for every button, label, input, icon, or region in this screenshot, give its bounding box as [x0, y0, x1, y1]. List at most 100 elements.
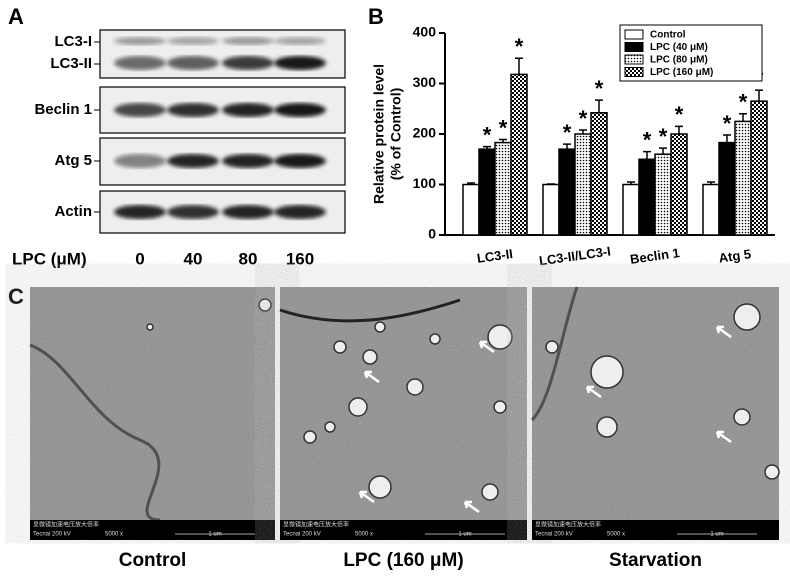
y-axis-label: Relative protein level — [371, 64, 387, 204]
legend-swatch — [624, 42, 644, 52]
bar — [462, 183, 480, 236]
bar — [654, 153, 672, 236]
micrographs: 显微镜加速电压放大倍率 Tecnai 200 kV 5000 x 1 um Contro… — [29, 286, 780, 571]
bar — [510, 73, 528, 236]
band — [167, 37, 219, 45]
error-bar — [483, 145, 491, 150]
y-tick-label: 100 — [413, 175, 437, 191]
band — [274, 205, 326, 219]
significance-marker: * — [499, 115, 508, 140]
band — [222, 37, 274, 45]
vesicle — [733, 408, 751, 426]
significance-marker: * — [675, 102, 684, 127]
bar — [670, 133, 688, 236]
y-tick-label: 0 — [428, 226, 436, 242]
bar — [590, 112, 608, 236]
significance-marker: * — [515, 34, 524, 59]
dose-label: 160 — [286, 249, 314, 268]
band — [222, 56, 274, 70]
significance-marker: * — [483, 122, 492, 147]
band-label: LC3-II — [50, 55, 92, 72]
error-bar — [643, 150, 651, 160]
bar — [542, 183, 560, 236]
info-strip — [532, 520, 779, 540]
x-tick-label: LC3-II/LC3-I — [538, 243, 612, 268]
band — [114, 56, 166, 70]
legend-label: LPC (160 μM) — [650, 67, 713, 78]
error-bar — [659, 147, 667, 155]
band — [167, 205, 219, 219]
vesicle — [146, 323, 154, 331]
legend-swatch — [624, 54, 644, 65]
band — [114, 205, 166, 219]
nucleus-edge — [530, 286, 579, 422]
dose-label: 80 — [239, 249, 258, 268]
bar-chart: 0 100 200 300 400 Relative protein level (% of… — [371, 24, 775, 268]
info-instrument: Tecnai 200 kV — [535, 532, 573, 538]
bar — [574, 133, 592, 236]
band — [222, 154, 274, 168]
y-tick-label: 300 — [413, 74, 437, 90]
band — [167, 154, 219, 168]
band — [222, 205, 274, 219]
vesicle — [368, 475, 392, 499]
bar — [702, 183, 720, 236]
vesicle — [362, 349, 378, 365]
legend-swatch — [624, 29, 644, 40]
vesicle — [303, 430, 317, 444]
vesicle — [258, 298, 272, 312]
arrow — [585, 385, 602, 399]
info-magnification: 5000 x — [355, 532, 373, 538]
significance-marker: * — [659, 124, 668, 149]
vesicle — [733, 303, 761, 331]
significance-marker: * — [723, 111, 732, 136]
error-bar — [675, 125, 683, 134]
info-magnification: 5000 x — [105, 532, 123, 538]
significance-marker: * — [739, 90, 748, 115]
western-blot: LC3-I LC3-II Beclin 1 Atg 5 Actin LPC (μM) 0 40… — [12, 29, 346, 268]
x-tick-label: Atg 5 — [718, 246, 752, 265]
band — [167, 56, 219, 70]
scale-label: 1 um — [208, 532, 221, 538]
bar — [638, 158, 656, 236]
x-tick-label: Beclin 1 — [629, 245, 680, 267]
micrograph-texture — [30, 287, 275, 520]
error-bar — [515, 57, 523, 75]
error-bar — [723, 134, 731, 143]
info-magnification: 5000 x — [607, 532, 625, 538]
error-bar — [547, 183, 555, 185]
error-bar — [563, 143, 571, 150]
info-strip — [30, 520, 275, 540]
vesicle — [324, 421, 336, 433]
band — [114, 37, 166, 45]
arrow — [478, 340, 495, 354]
vesicle — [481, 483, 499, 501]
info-header: 显微镜加速电压放大倍率 — [33, 521, 99, 529]
band — [274, 56, 326, 70]
info-header: 显微镜加速电压放大倍率 — [535, 521, 601, 529]
legend-label: LPC (80 μM) — [650, 55, 708, 66]
band — [114, 154, 166, 168]
panel-label: C — [8, 284, 24, 309]
legend-label: Control — [650, 30, 686, 41]
membrane — [279, 298, 461, 323]
arrow — [463, 500, 480, 514]
error-bar — [467, 182, 475, 185]
error-bar — [627, 181, 635, 185]
significance-marker: * — [595, 76, 604, 101]
x-tick-label: LC3-II — [476, 246, 514, 266]
arrow — [358, 490, 375, 504]
micrograph-texture — [280, 287, 527, 520]
vesicle — [487, 324, 513, 350]
arrow — [363, 370, 380, 384]
bar — [750, 100, 768, 236]
vesicle — [545, 340, 559, 354]
band — [274, 103, 326, 117]
panel-label: B — [368, 4, 384, 29]
band — [274, 154, 326, 168]
vesicle — [374, 321, 386, 333]
y-axis-label: (% of Control) — [388, 88, 404, 181]
band-label: Actin — [55, 203, 93, 220]
vesicle — [348, 397, 368, 417]
